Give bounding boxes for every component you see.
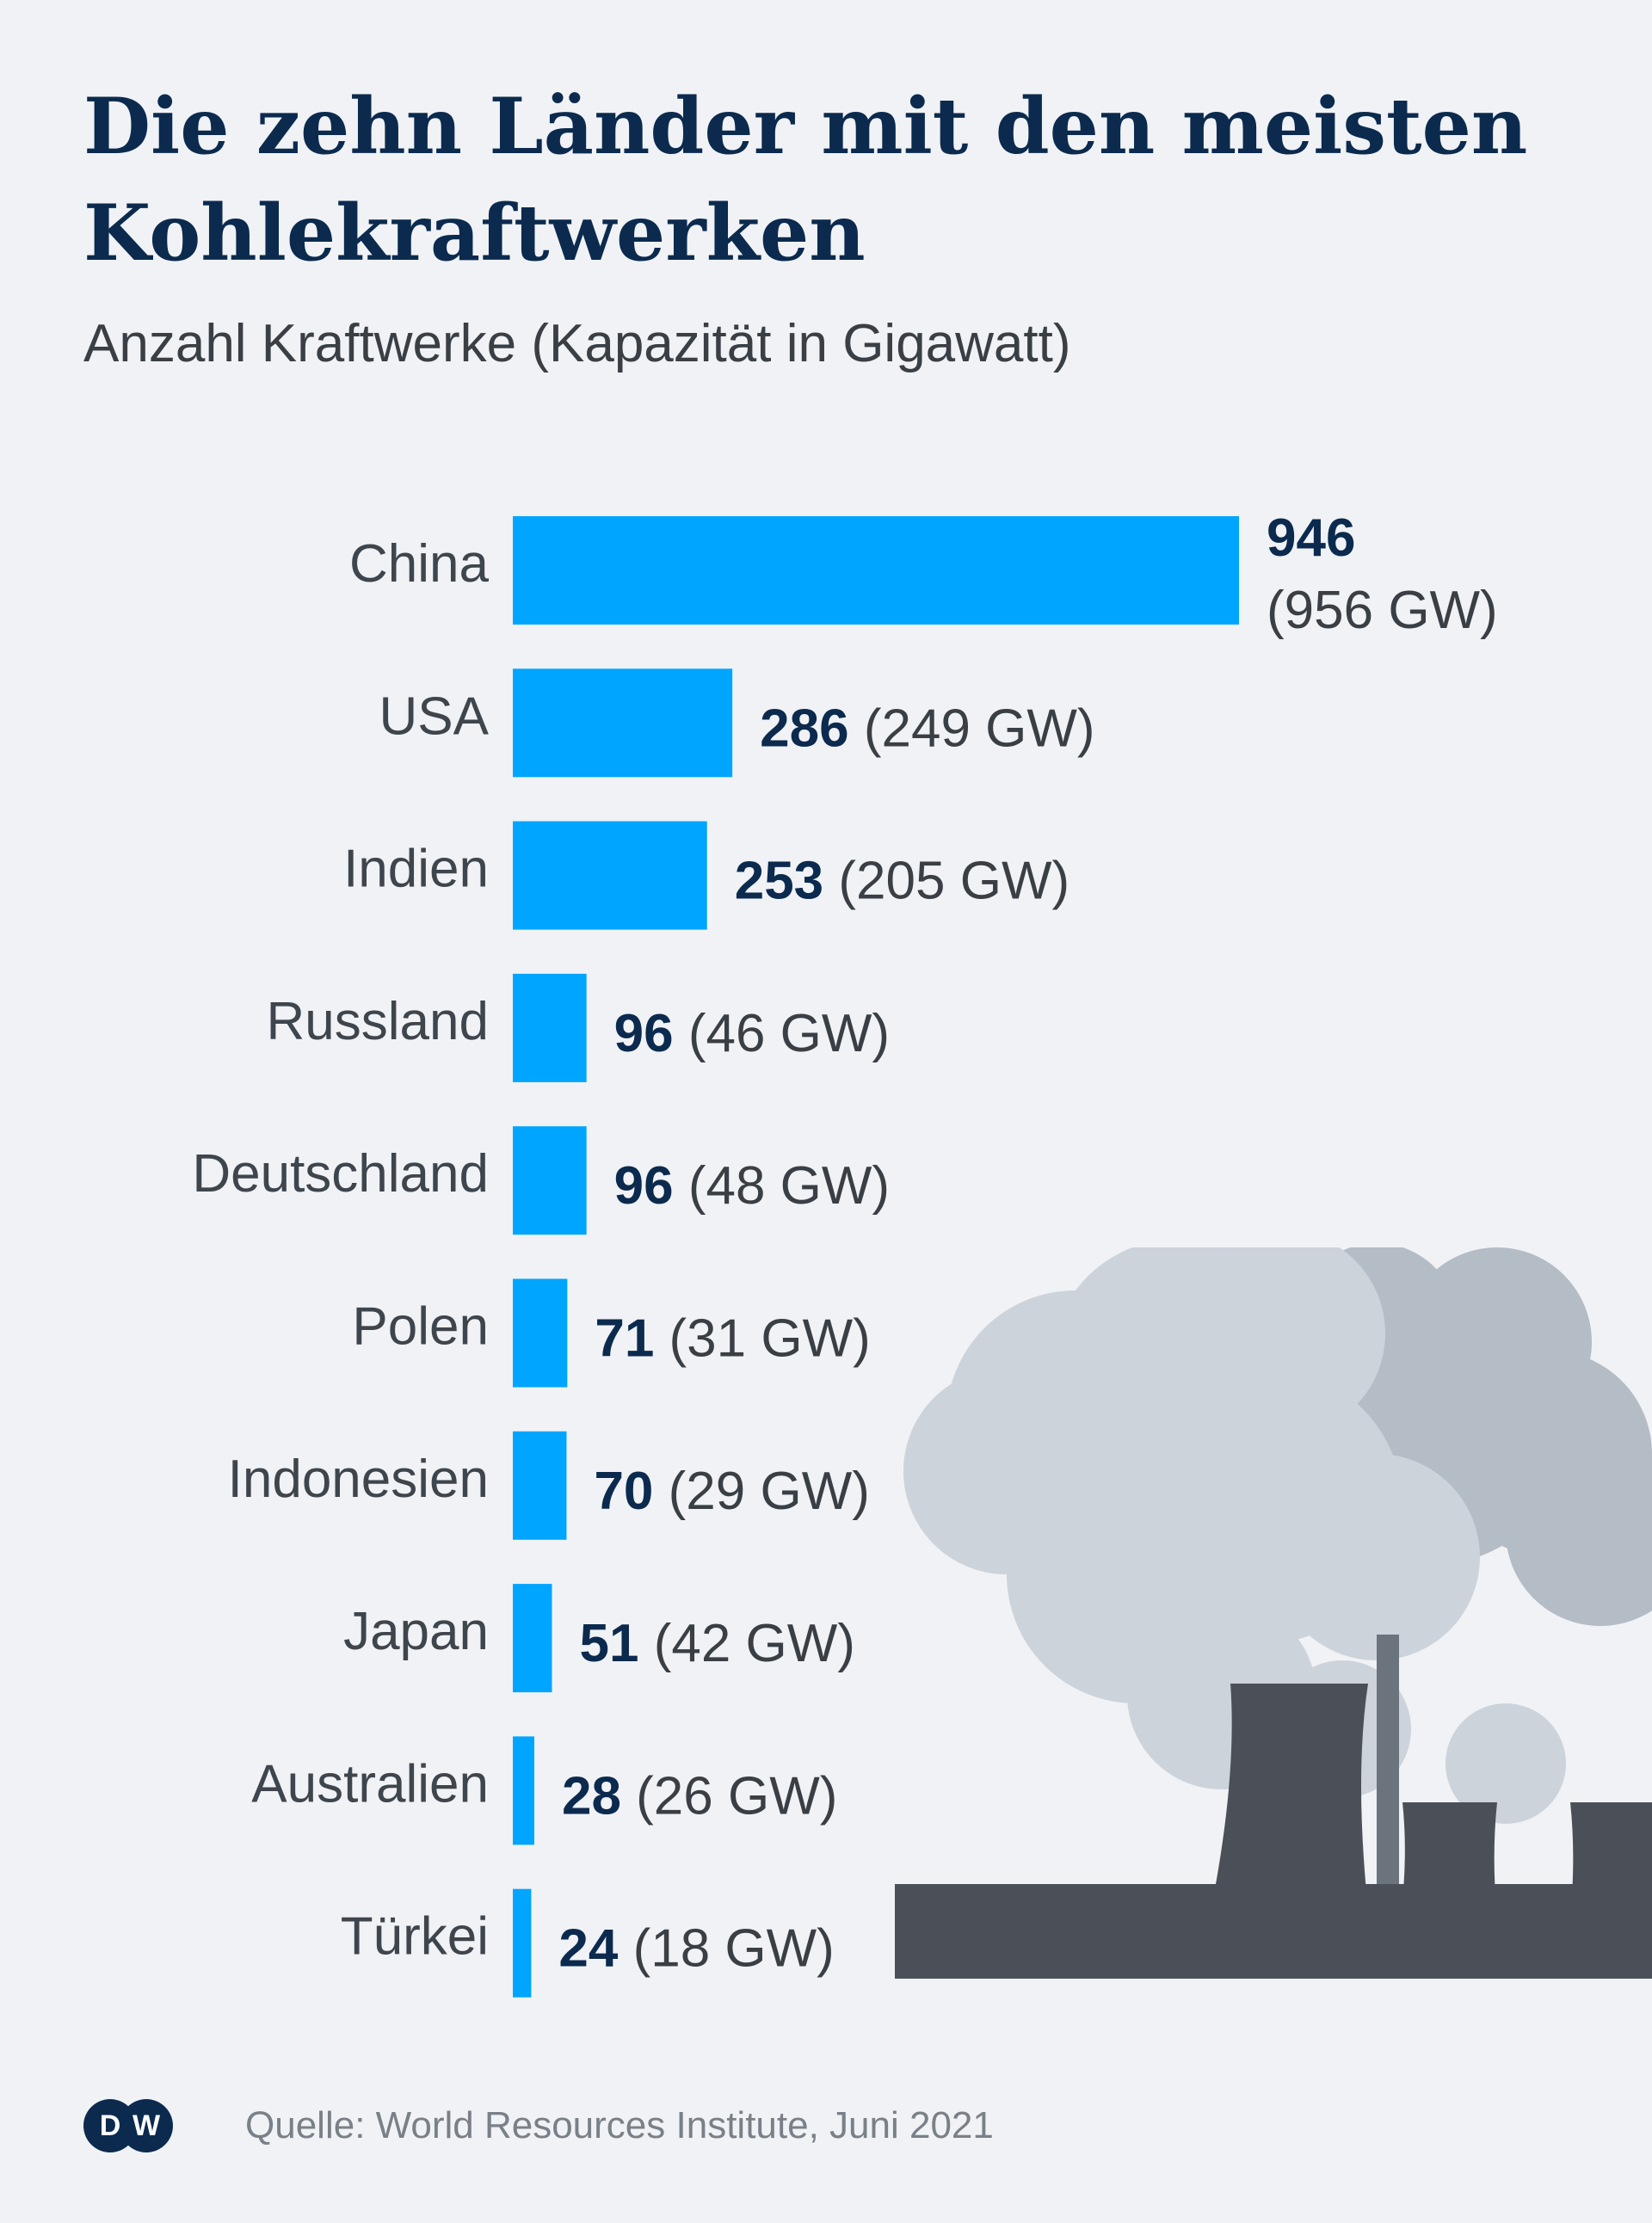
value-label: 28 (26 GW)	[562, 1766, 837, 1826]
chart-subtitle: Anzahl Kraftwerke (Kapazität in Gigawatt…	[83, 314, 1071, 373]
category-label: China	[349, 534, 490, 594]
category-label: Australien	[251, 1754, 489, 1814]
category-label: Russland	[267, 992, 489, 1051]
value-number: 70	[594, 1462, 653, 1521]
bar-japan	[513, 1584, 552, 1693]
bar-polen	[513, 1278, 568, 1388]
value-label: 71 (31 GW)	[595, 1309, 870, 1369]
capacity-label: (29 GW)	[653, 1462, 869, 1521]
value-label: 96 (48 GW)	[614, 1156, 890, 1216]
capacity-label: (42 GW)	[638, 1614, 854, 1673]
bar-russland	[513, 973, 587, 1082]
category-label: Indonesien	[228, 1450, 489, 1509]
value-number: 51	[580, 1614, 639, 1673]
capacity-label: (31 GW)	[654, 1309, 870, 1369]
capacity-label: (46 GW)	[674, 1004, 890, 1063]
bar-deutschland	[513, 1126, 587, 1235]
value-label: 253 (205 GW)	[735, 852, 1069, 911]
bar-chart: China 946 (956 GW) USA 286 (249 GW) Indien 253…	[192, 508, 1498, 1998]
factory-silhouette	[895, 1635, 1652, 1979]
value-number: 28	[562, 1766, 621, 1826]
capacity-label: (48 GW)	[674, 1156, 890, 1216]
chart-title: Die zehn Länder mit den meisten Kohlekra…	[83, 81, 1528, 279]
category-label: Türkei	[341, 1907, 489, 1967]
bar-china	[513, 516, 1239, 625]
bar-indonesien	[513, 1431, 567, 1540]
value-number: 71	[595, 1309, 654, 1369]
category-label: Indien	[343, 840, 489, 899]
category-label: Japan	[343, 1602, 489, 1661]
capacity-label: (26 GW)	[621, 1766, 837, 1826]
value-number: 96	[614, 1156, 674, 1216]
value-label: 946	[1267, 508, 1355, 568]
source-note: Quelle: World Resources Institute, Juni …	[245, 2104, 994, 2146]
dw-logo: D W	[83, 2099, 173, 2152]
bar-türkei	[513, 1888, 532, 1998]
category-label: USA	[379, 687, 490, 746]
footer: D W Quelle: World Resources Institute, J…	[83, 2099, 994, 2152]
value-number: 24	[558, 1919, 618, 1979]
bar-usa	[513, 668, 733, 778]
value-label: 24 (18 GW)	[558, 1919, 834, 1979]
bar-australien	[513, 1736, 534, 1845]
capacity-label: (18 GW)	[618, 1919, 834, 1979]
category-label: Polen	[352, 1297, 489, 1357]
value-number: 253	[735, 852, 823, 911]
bar-indien	[513, 821, 707, 930]
power-plant-illustration	[895, 1247, 1652, 1979]
capacity-label: (956 GW)	[1267, 581, 1498, 640]
capacity-label: (205 GW)	[823, 852, 1069, 911]
dw-logo-letter-w: W	[120, 2099, 173, 2152]
value-number: 96	[614, 1004, 674, 1063]
value-number: 286	[760, 699, 848, 758]
capacity-label: (249 GW)	[849, 699, 1095, 758]
value-label: 96 (46 GW)	[614, 1004, 890, 1063]
value-label: 51 (42 GW)	[580, 1614, 855, 1673]
value-label: 70 (29 GW)	[594, 1462, 869, 1521]
category-label: Deutschland	[192, 1144, 489, 1204]
value-label: 286 (249 GW)	[760, 699, 1094, 758]
